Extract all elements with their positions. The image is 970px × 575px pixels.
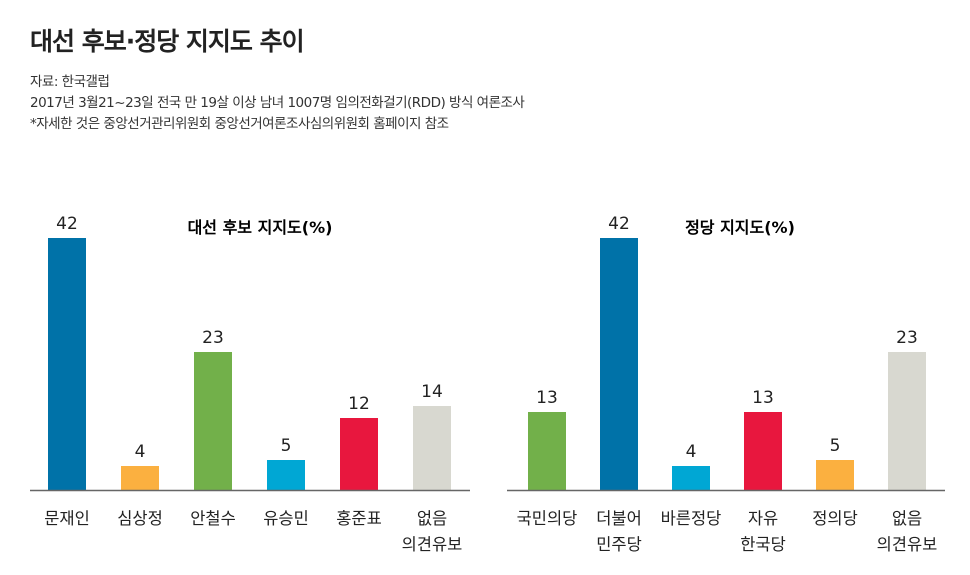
category-label: 한국당	[740, 535, 786, 554]
bar	[816, 460, 854, 490]
data-label: 42	[56, 214, 78, 234]
data-label: 42	[608, 214, 630, 234]
category-label: 없음	[892, 509, 922, 528]
data-label: 23	[202, 328, 224, 348]
bar	[672, 466, 710, 490]
category-label: 국민의당	[517, 509, 578, 528]
bar	[744, 412, 782, 490]
data-label: 12	[348, 394, 370, 414]
bar	[48, 238, 86, 490]
category-label: 바른정당	[661, 509, 722, 528]
bar	[194, 352, 232, 490]
chart-title: 정당 지지도(%)	[685, 218, 795, 237]
reference-note: *자세한 것은 중앙선거관리위원회 중앙선거여론조사심의위원회 홈페이지 참조	[30, 116, 449, 132]
page-title: 대선 후보·정당 지지도 추이	[30, 27, 305, 56]
category-label: 심상정	[117, 509, 163, 528]
category-label: 없음	[417, 509, 447, 528]
bar	[600, 238, 638, 490]
bar	[121, 466, 159, 490]
chart-notes: 자료: 한국갤럽 2017년 3월21~23일 전국 만 19살 이상 남녀 1…	[30, 72, 525, 135]
category-label: 더불어	[596, 509, 642, 528]
data-label: 13	[752, 388, 774, 408]
category-label: 의견유보	[877, 535, 938, 554]
category-label: 안철수	[190, 509, 236, 528]
category-label: 유승민	[263, 509, 309, 528]
data-label: 14	[421, 382, 443, 402]
bar	[528, 412, 566, 490]
bar	[340, 418, 378, 490]
data-label: 4	[686, 442, 697, 462]
bar	[888, 352, 926, 490]
data-label: 13	[536, 388, 558, 408]
bar	[413, 406, 451, 490]
category-label: 의견유보	[402, 535, 463, 554]
chart-title: 대선 후보 지지도(%)	[188, 218, 333, 237]
data-label: 5	[281, 436, 292, 456]
data-label: 4	[135, 442, 146, 462]
data-label: 23	[896, 328, 918, 348]
category-label: 홍준표	[336, 509, 382, 528]
data-label: 5	[830, 436, 841, 456]
source-note: 자료: 한국갤럽	[30, 74, 110, 90]
bar	[267, 460, 305, 490]
category-label: 민주당	[596, 535, 642, 554]
survey-note: 2017년 3월21~23일 전국 만 19살 이상 남녀 1007명 임의전화…	[30, 95, 525, 111]
category-label: 정의당	[812, 509, 858, 528]
category-label: 자유	[748, 509, 778, 528]
category-label: 문재인	[44, 509, 90, 528]
